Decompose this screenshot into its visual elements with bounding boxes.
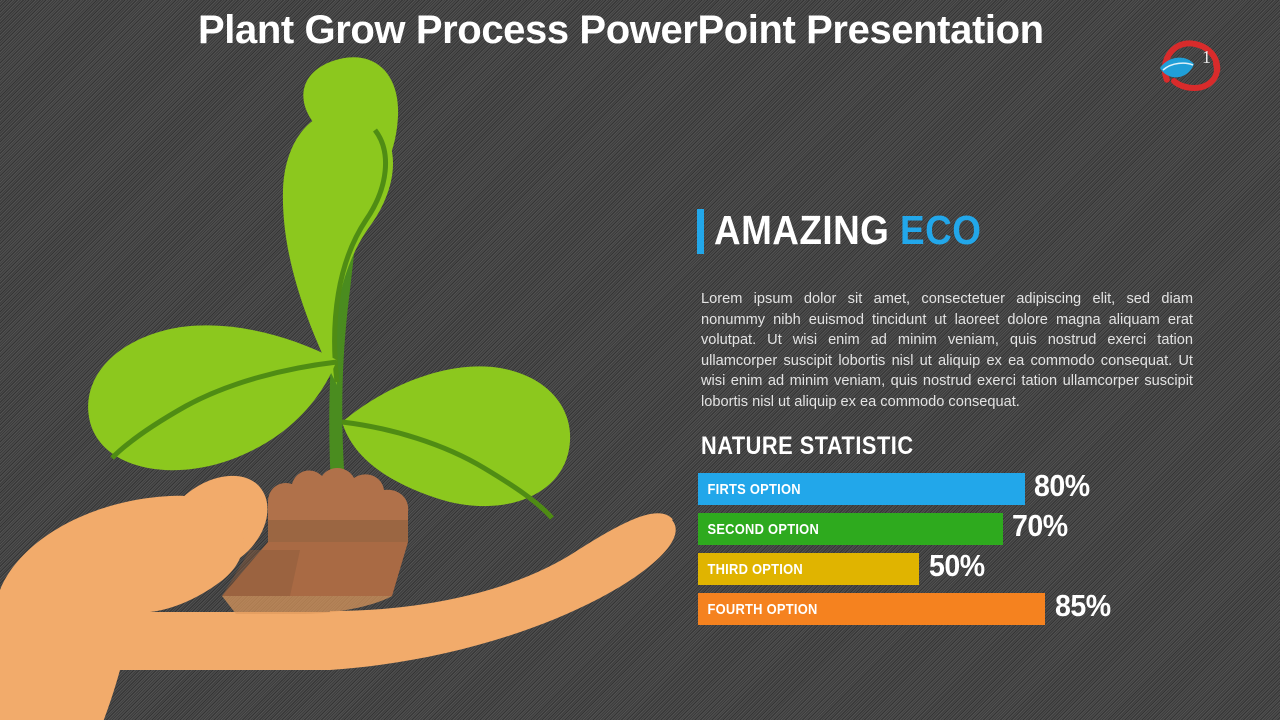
bar-fill-fourth: FOURTH OPTION [698,593,1045,625]
bar-label-second: SECOND OPTION [707,520,820,538]
heading-text: AMAZING ECO [714,205,981,255]
soil-mound [222,467,409,596]
bar-row-second: SECOND OPTION 70% [698,508,1218,553]
statistics-bar-chart: FIRTS OPTION 80% SECOND OPTION 70% THIRD… [698,468,1218,633]
heading-word-eco: ECO [900,207,982,253]
bar-label-first: FIRTS OPTION [707,480,801,498]
bar-value-second: 70% [1012,508,1068,543]
hand-holding-seedling-illustration [0,57,676,720]
heading-word-amazing: AMAZING [714,207,890,253]
slide-number: 1 [1202,47,1211,67]
heading-accent-bar [697,209,704,254]
bar-label-third: THIRD OPTION [707,560,804,578]
bar-value-first: 80% [1034,468,1090,503]
plant-leaf-right [341,366,571,520]
bar-row-first: FIRTS OPTION 80% [698,468,1218,513]
eco-leaf-logo: 1 [1158,38,1258,96]
statistics-heading: NATURE STATISTIC [701,432,914,460]
plant-leaf-left [88,325,338,471]
open-hand [0,475,676,720]
plant-leaf-top [282,57,399,385]
bar-value-third: 50% [929,548,985,583]
bar-label-fourth: FOURTH OPTION [707,600,818,618]
bar-row-fourth: FOURTH OPTION 85% [698,588,1218,633]
bar-fill-second: SECOND OPTION [698,513,1003,545]
logo-mark-icon [1160,40,1221,92]
bar-fill-third: THIRD OPTION [698,553,919,585]
body-paragraph: Lorem ipsum dolor sit amet, consectetuer… [701,291,1193,410]
bar-row-third: THIRD OPTION 50% [698,548,1218,593]
bar-value-fourth: 85% [1055,588,1111,623]
section-heading: AMAZING ECO [697,205,1217,257]
page-title: Plant Grow Process PowerPoint Presentati… [198,8,1044,52]
content-panel: AMAZING ECO Lorem ipsum dolor sit amet, … [697,205,1217,625]
bar-fill-first: FIRTS OPTION [698,473,1025,505]
